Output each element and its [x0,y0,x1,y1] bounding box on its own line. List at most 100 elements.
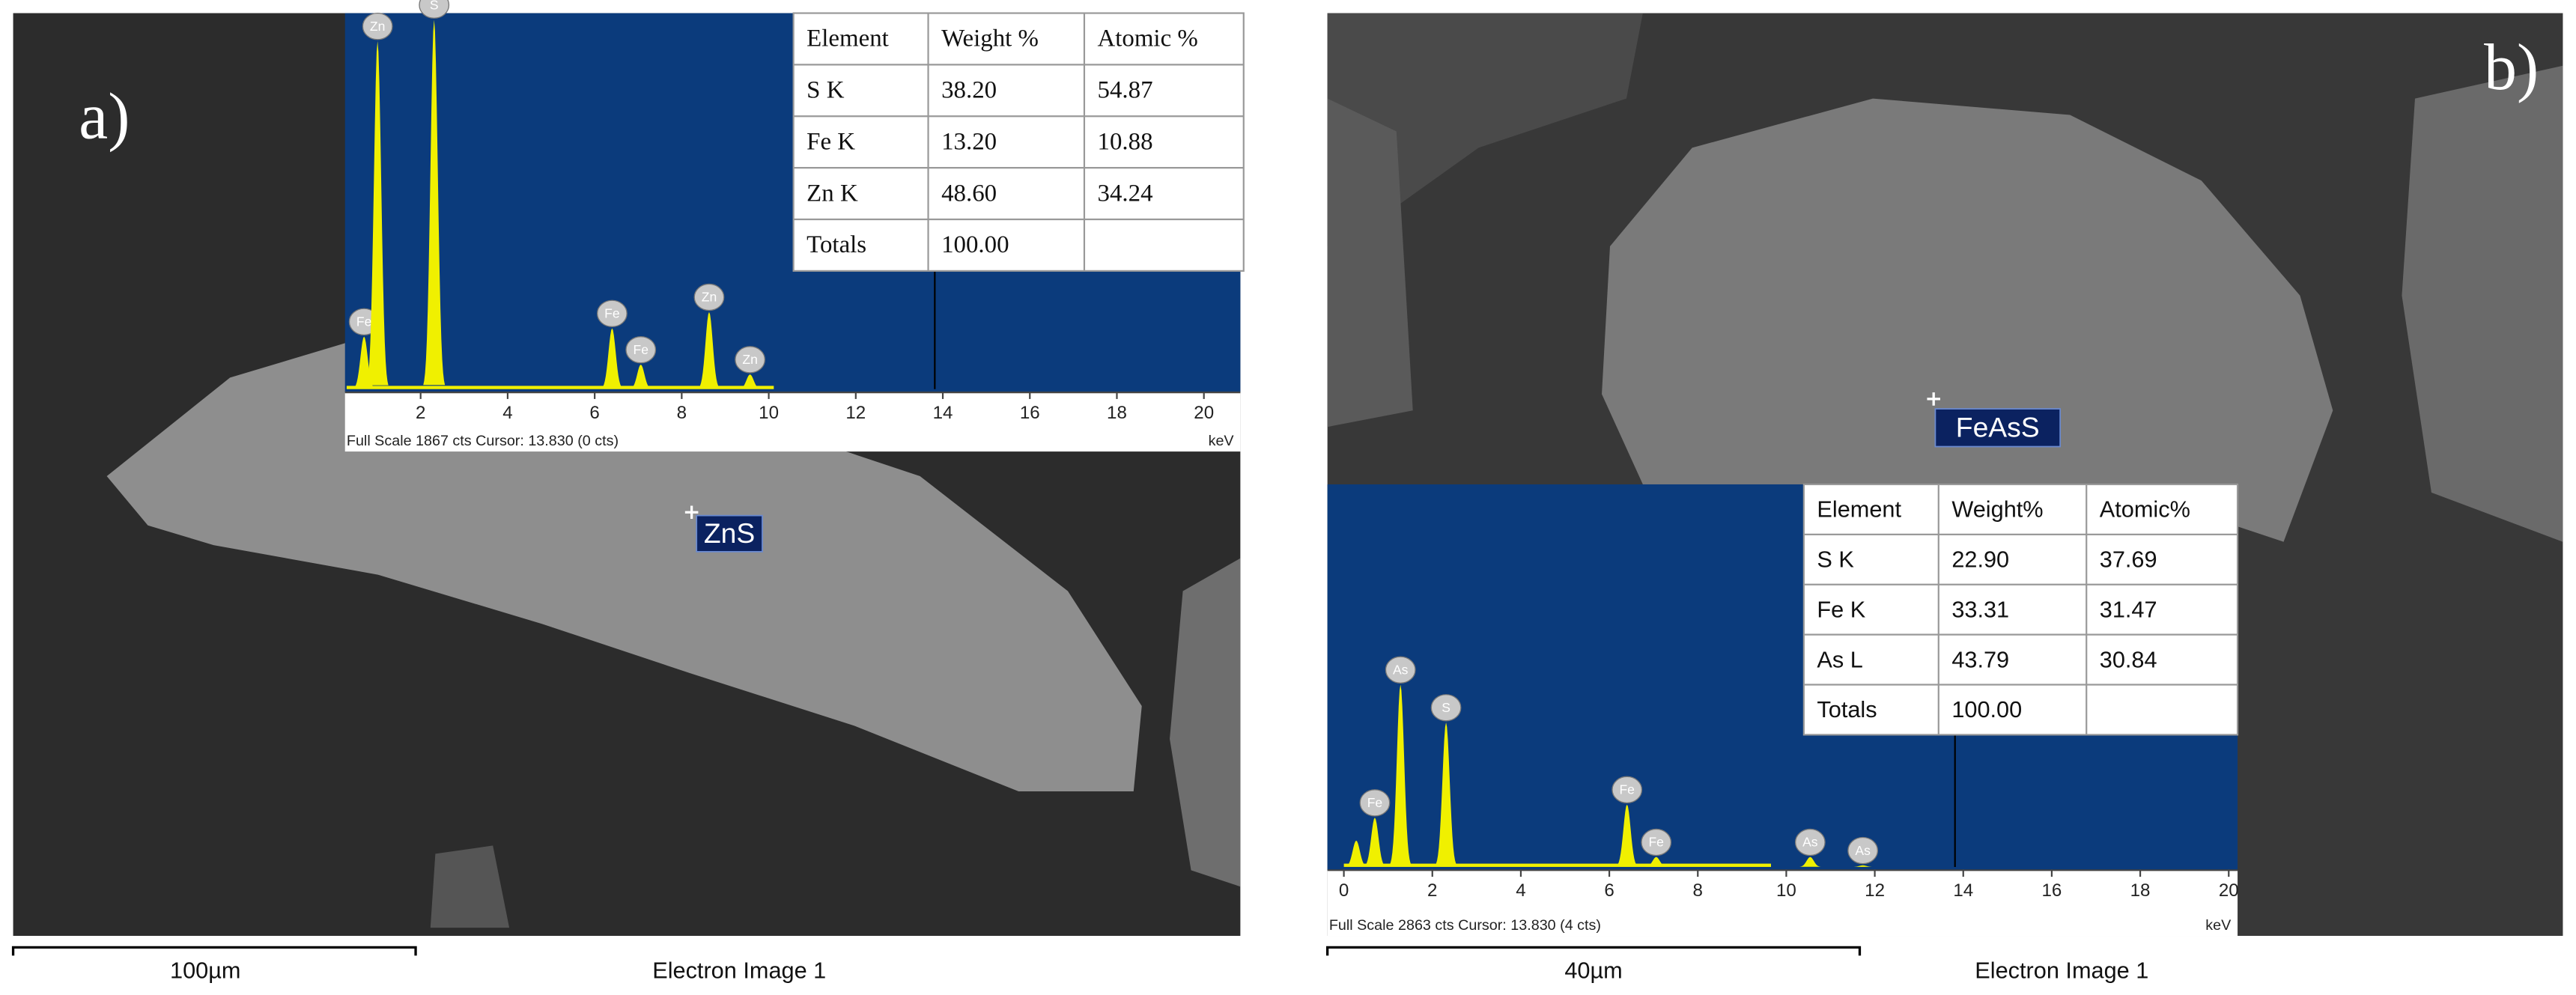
peak [366,40,389,386]
x-tick-label: 12 [845,403,866,423]
peak-label-badge [596,299,628,327]
table-cell: Fe K [1817,596,1865,622]
table-cell: 22.90 [1951,547,2009,573]
peak [601,328,623,389]
baseline-noise [346,386,774,389]
x-tick-label: 10 [759,403,779,423]
table-background [1802,483,2239,736]
x-tick-label: 0 [1339,880,1349,901]
table-header: Atomic% [2100,496,2190,523]
table-background [792,12,1245,272]
peak-label-badge [625,335,657,364]
peak [1799,856,1821,867]
peak [1616,804,1638,867]
table-cell: Zn K [806,180,858,207]
table-cell: As L [1817,646,1862,672]
table-cell: 30.84 [2100,646,2157,672]
x-tick-label: 10 [1776,880,1796,901]
table-header: Element [1817,496,1901,523]
table-cell: Totals [1817,696,1877,722]
x-tick-label: 16 [1020,403,1040,423]
peak-label-badge [1430,694,1462,722]
marker-box [696,514,763,553]
table-header: Weight% [1951,496,2043,523]
x-axis-label: keV [1209,433,1235,449]
table-cell: S K [1817,547,1854,573]
peak-label-badge [362,12,393,40]
peak-label: As [1802,835,1818,850]
x-tick-label: 8 [677,403,687,423]
peak-label: S [1442,700,1450,715]
peak [423,19,446,386]
x-tick-label: 18 [1107,403,1127,423]
x-tick-label: 8 [1693,880,1703,901]
peak-label-badge [1847,836,1879,865]
scale-bar-label: 40µm [1564,957,1622,983]
peak-label: Fe [1619,782,1634,797]
peak-label: Zn [742,352,757,367]
axis-strip [1327,870,2238,937]
peak [1345,840,1367,867]
peak [1852,865,1874,867]
peak [1389,684,1412,865]
spectrum-footer: Full Scale 2863 cts Cursor: 13.830 (4 ct… [1329,917,1601,934]
peak-label: Fe [634,342,648,357]
x-tick-label: 20 [1194,403,1214,423]
grain [430,845,510,928]
marker-box [1934,408,2061,448]
baseline-noise [1343,863,1771,867]
x-tick-label: 2 [1427,880,1437,901]
table-cell: 13.20 [941,128,997,155]
marker-label: ZnS [704,517,755,549]
table-cell: Totals [806,231,866,258]
table-cell: 38.20 [941,77,997,104]
peak-label-badge [693,283,725,311]
table-header: Weight % [941,25,1039,52]
cursor-mark [1927,392,1940,406]
x-tick-label: 2 [416,403,425,423]
peak [1645,856,1668,867]
table-cell: 43.79 [1951,646,2009,672]
x-tick-label: 12 [1865,880,1885,901]
spectrum-footer: Full Scale 1867 cts Cursor: 13.830 (0 ct… [347,433,619,449]
table-cell: 48.60 [941,180,997,207]
peak-label-badge [1641,828,1672,856]
peak-label: Zn [702,290,717,305]
grain [1602,98,2333,542]
table-cell: 37.69 [2100,547,2157,573]
peak [739,374,762,389]
peak [1364,818,1386,867]
scale-bar [1326,946,1862,956]
x-tick-label: 20 [2219,880,2239,901]
peak-label: S [430,0,439,12]
peak [1435,722,1457,865]
table-cell: 10.88 [1098,128,1153,155]
peak-label: Zn [370,19,385,34]
panel-label: a) [79,80,130,153]
x-axis-label: keV [2205,917,2232,934]
peak-label-badge [1794,828,1826,856]
table-cell: Fe K [806,128,855,155]
peak [698,311,720,389]
x-tick-label: 14 [1953,880,1973,901]
scale-bar-label: 100µm [170,957,240,983]
info-strip [0,936,2576,995]
table-cell: 100.00 [1951,696,2022,722]
table-header: Atomic % [1098,25,1198,52]
peak-label: Fe [1648,835,1663,850]
grain [1327,98,1413,427]
cursor-mark [684,505,699,520]
x-tick-label: 4 [1516,880,1525,901]
x-tick-label: 6 [1604,880,1614,901]
panel-label: b) [2484,31,2539,103]
peak-label-badge [1611,776,1643,804]
table-cell: 100.00 [941,231,1009,258]
x-tick-label: 4 [502,403,512,423]
grain [1327,13,1643,246]
x-tick-label: 6 [589,403,599,423]
x-tick-label: 16 [2041,880,2062,901]
marker-label: FeAsS [1956,411,2040,442]
grain [1170,558,1241,887]
table-header: Element [806,25,889,52]
